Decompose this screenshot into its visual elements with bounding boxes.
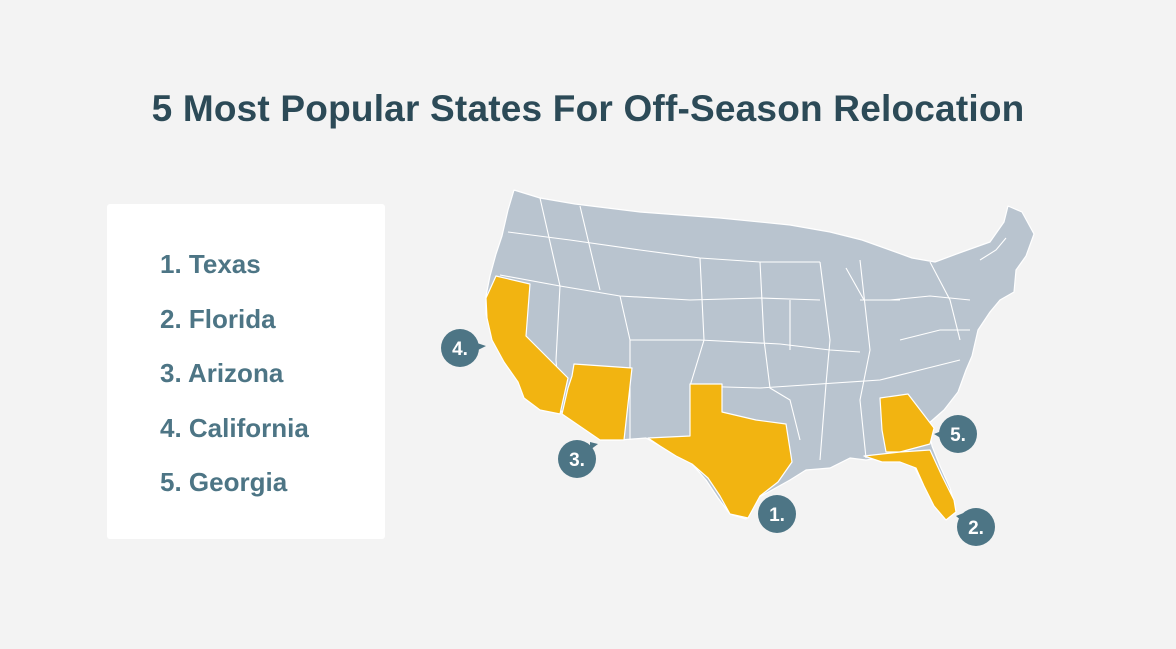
marker-texas-label: 1. (769, 505, 785, 526)
marker-florida-label: 2. (968, 518, 984, 539)
state-arizona (561, 363, 633, 441)
marker-florida: 2. (956, 508, 995, 546)
ranking-item-florida: 2. Florida (160, 303, 276, 334)
marker-florida-circle (957, 508, 995, 546)
marker-georgia: 5. (934, 415, 977, 453)
marker-georgia-circle (939, 415, 977, 453)
state-florida (863, 449, 957, 521)
marker-texas: 1. (758, 495, 796, 533)
ranking-item-texas: 1. Texas (160, 249, 261, 279)
marker-california-circle (441, 329, 479, 367)
ranking-item-california: 4. California (160, 412, 309, 443)
state-borders (499, 197, 1007, 461)
marker-arizona: 3. (558, 440, 598, 478)
ranking-list-card: 1. Texas 2. Florida 3. Arizona 4. Califo… (107, 204, 385, 539)
ranking-list: 1. Texas 2. Florida 3. Arizona 4. Califo… (160, 247, 309, 520)
marker-arizona-label: 3. (569, 450, 585, 471)
marker-california-label: 4. (452, 339, 468, 360)
state-georgia (879, 393, 935, 453)
marker-california: 4. (441, 329, 486, 367)
marker-texas-circle (758, 495, 796, 533)
ranking-item-georgia: 5. Georgia (160, 467, 288, 497)
page-title: 5 Most Popular States For Off-Season Rel… (151, 88, 1025, 129)
state-texas (647, 383, 793, 519)
marker-arizona-circle (558, 440, 596, 478)
marker-georgia-label: 5. (950, 425, 966, 446)
state-california (485, 275, 569, 415)
ranking-item-arizona: 3. Arizona (160, 358, 284, 388)
